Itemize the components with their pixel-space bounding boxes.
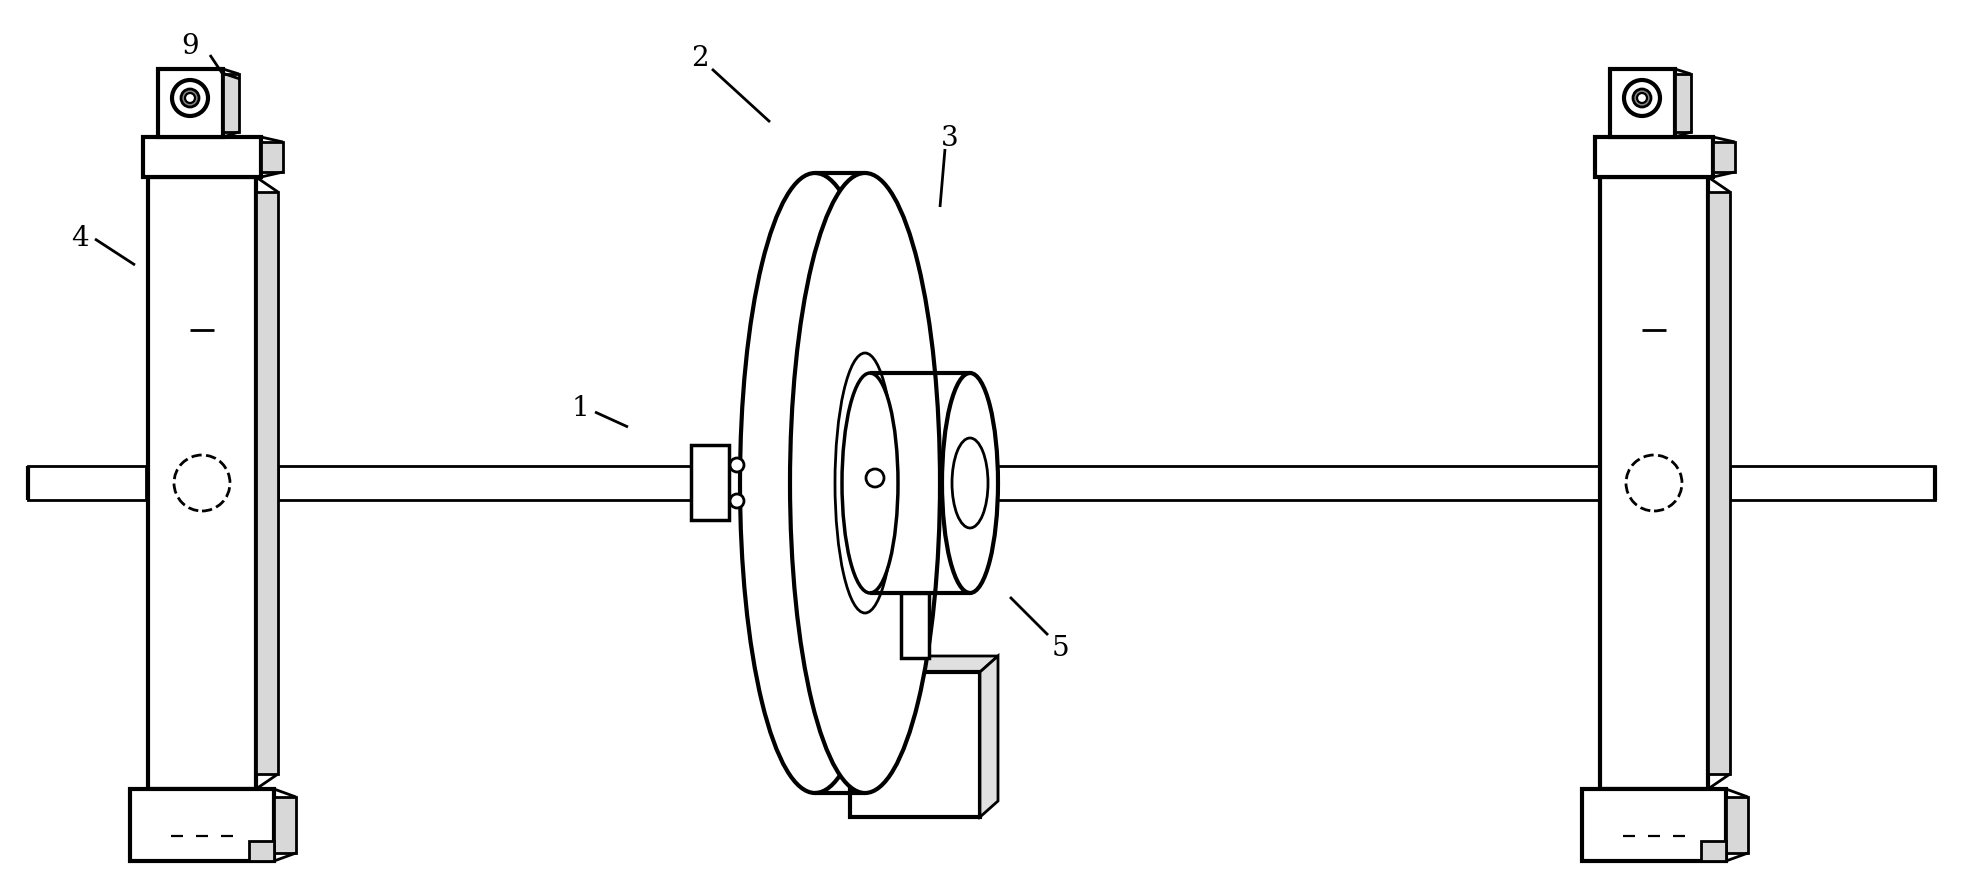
Text: 4: 4 [71,225,89,251]
Bar [222,75,240,132]
Bar [1581,789,1725,861]
Text: 2: 2 [690,45,708,71]
Bar [1611,70,1676,138]
Bar [250,841,273,861]
Ellipse shape [952,438,987,529]
Bar [1725,797,1749,853]
Circle shape [171,81,209,117]
Bar [157,70,222,138]
Ellipse shape [836,353,895,613]
Bar [144,138,262,178]
Bar [1701,841,1725,861]
Ellipse shape [842,374,899,594]
Bar [130,789,273,861]
Bar [1595,138,1713,178]
Bar [148,178,256,789]
Circle shape [1633,90,1650,108]
Ellipse shape [740,174,889,793]
Circle shape [730,459,744,473]
Text: 1: 1 [570,394,588,421]
Bar [273,797,295,853]
Bar [262,143,283,173]
Circle shape [1625,81,1660,117]
Bar [850,673,980,817]
Bar [256,193,277,774]
Text: 9: 9 [181,32,199,60]
Bar [1676,75,1692,132]
Bar [1713,143,1735,173]
Text: 3: 3 [940,125,958,152]
Bar [690,446,730,520]
Bar [28,467,146,501]
Polygon shape [980,656,997,817]
Circle shape [730,495,744,509]
Polygon shape [850,656,997,673]
Bar [277,467,1599,501]
Text: 5: 5 [1050,634,1068,660]
Ellipse shape [942,374,997,594]
Circle shape [185,94,195,103]
Bar [1599,178,1707,789]
Bar [1707,193,1731,774]
Bar [901,594,928,659]
Circle shape [181,90,199,108]
Circle shape [1637,94,1646,103]
Bar [1731,467,1936,501]
Ellipse shape [791,174,940,793]
